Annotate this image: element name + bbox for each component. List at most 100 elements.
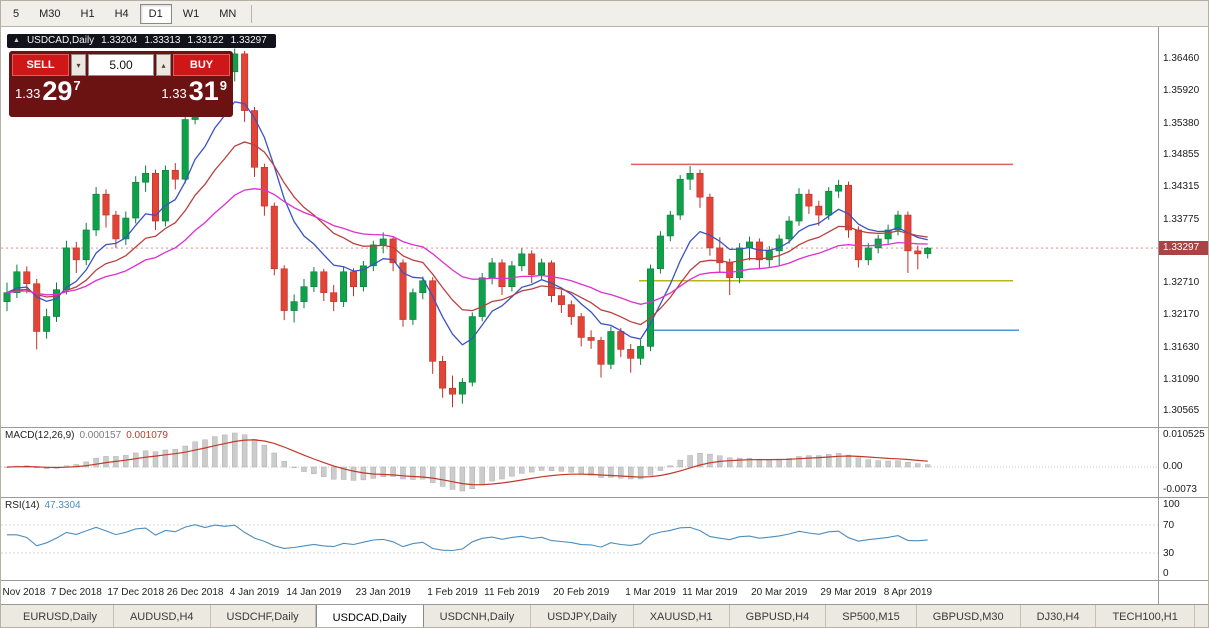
timeframe-button-m30[interactable]: M30 bbox=[39, 7, 61, 20]
volume-decrease-button[interactable]: ▾ bbox=[71, 54, 86, 76]
date-axis-label: 14 Jan 2019 bbox=[286, 587, 342, 598]
candle bbox=[815, 205, 823, 216]
candle bbox=[152, 172, 160, 222]
chart-tab-eurusd-daily[interactable]: EURUSD,Daily bbox=[7, 605, 114, 627]
macd-indicator-canvas[interactable] bbox=[1, 427, 1158, 497]
candle bbox=[142, 172, 150, 183]
date-axis-label: 26 Dec 2018 bbox=[166, 587, 224, 598]
candle bbox=[567, 304, 575, 317]
macd-histogram-bar bbox=[776, 459, 782, 468]
sell-price-fraction: 7 bbox=[73, 78, 81, 93]
candle bbox=[62, 247, 70, 290]
macd-histogram-bar bbox=[222, 434, 228, 468]
candle bbox=[894, 214, 902, 231]
macd-pane-separator[interactable] bbox=[1, 427, 1208, 428]
candle bbox=[132, 181, 140, 219]
candle bbox=[884, 229, 892, 240]
fast-ma-line[interactable] bbox=[6, 101, 928, 346]
timeframe-button-5[interactable]: 5 bbox=[13, 7, 20, 20]
macd-histogram-bar bbox=[529, 466, 535, 473]
rsi-pane-separator[interactable] bbox=[1, 497, 1208, 498]
macd-histogram-bar bbox=[875, 460, 881, 468]
timeframe-button-h4[interactable]: H4 bbox=[114, 7, 129, 20]
candle bbox=[835, 184, 843, 192]
candle bbox=[43, 316, 51, 332]
chart-tab-usdjpy-daily[interactable]: USDJPY,Daily bbox=[531, 605, 634, 627]
macd-histogram-bar bbox=[647, 466, 654, 476]
candle bbox=[666, 214, 674, 237]
open-value: 1.33204 bbox=[101, 35, 138, 46]
macd-histogram-bar bbox=[558, 466, 565, 472]
chart-tab-usdchf-daily[interactable]: USDCHF,Daily bbox=[211, 605, 316, 627]
rsi-scale-30: 30 bbox=[1163, 548, 1175, 559]
chart-tab-bar: EURUSD,Daily AUDUSD,H4 USDCHF,Daily USDCAD,… bbox=[1, 604, 1208, 627]
macd-histogram-bar bbox=[796, 456, 802, 468]
macd-histogram-bar bbox=[766, 459, 772, 468]
macd-histogram-bar bbox=[578, 466, 584, 475]
volume-input[interactable] bbox=[88, 54, 154, 76]
date-axis-label: 1 Mar 2019 bbox=[625, 587, 676, 598]
price-scale-label: 1.34315 bbox=[1163, 181, 1200, 192]
macd-histogram-bar bbox=[291, 466, 297, 468]
macd-histogram-bar bbox=[103, 456, 109, 468]
candle bbox=[914, 250, 922, 255]
candle bbox=[340, 271, 348, 302]
chart-tab-sp500-m15[interactable]: SP500,M15 bbox=[826, 605, 917, 627]
price-scale[interactable]: 1.33297 0.010525 0.00 -0.0073 100 70 30 … bbox=[1158, 27, 1208, 604]
candle bbox=[557, 295, 565, 305]
chart-tab-uko[interactable]: UKO bbox=[1195, 605, 1208, 627]
timeframe-button-w1[interactable]: W1 bbox=[182, 7, 200, 20]
macd-histogram-bar bbox=[340, 466, 347, 480]
candle bbox=[112, 214, 120, 240]
timeframe-button-mn[interactable]: MN bbox=[219, 7, 237, 20]
candle bbox=[161, 169, 169, 222]
chart-tab-dj30-h4[interactable]: DJ30,H4 bbox=[1021, 605, 1097, 627]
date-axis-label: 1 Feb 2019 bbox=[427, 587, 478, 598]
buy-price-display[interactable]: 1.33 31 9 bbox=[161, 78, 227, 105]
close-value: 1.33297 bbox=[230, 35, 267, 46]
chart-tab-tech100-h1[interactable]: TECH100,H1 bbox=[1096, 605, 1195, 627]
sell-button[interactable]: SELL bbox=[12, 54, 69, 76]
macd-histogram-bar bbox=[598, 466, 604, 478]
chart-tab-usdcad-daily[interactable]: USDCAD,Daily bbox=[315, 605, 424, 627]
chart-tab-audusd-h4[interactable]: AUDUSD,H4 bbox=[114, 605, 211, 627]
candle bbox=[538, 262, 546, 276]
candle bbox=[171, 169, 179, 180]
rsi-scale-70: 70 bbox=[1163, 520, 1175, 531]
chevron-up-icon: ▴ bbox=[161, 60, 166, 70]
volume-increase-button[interactable]: ▴ bbox=[156, 54, 171, 76]
sell-price-display[interactable]: 1.33 29 7 bbox=[15, 78, 81, 105]
macd-histogram-bar bbox=[687, 455, 693, 468]
price-scale-label: 1.32710 bbox=[1163, 277, 1200, 288]
slow-ma-line[interactable] bbox=[6, 188, 928, 305]
macd-histogram-bar bbox=[479, 466, 485, 486]
candle bbox=[706, 196, 714, 249]
macd-histogram-bar bbox=[202, 439, 208, 468]
chart-symbol-label: USDCAD,Daily bbox=[26, 35, 95, 46]
date-axis-label: 29 Mar 2019 bbox=[820, 587, 877, 598]
timeframe-button-d1[interactable]: D1 bbox=[139, 3, 172, 24]
price-scale-label: 1.32170 bbox=[1163, 309, 1200, 320]
candle bbox=[399, 262, 407, 320]
macd-histogram-bar bbox=[231, 432, 238, 468]
price-scale-label: 1.31630 bbox=[1163, 342, 1200, 353]
candle bbox=[686, 172, 694, 180]
rsi-indicator-canvas[interactable] bbox=[1, 497, 1158, 580]
collapse-arrow-icon[interactable]: ▲ bbox=[13, 37, 20, 44]
chart-tab-usdcnh-daily[interactable]: USDCNH,Daily bbox=[424, 605, 532, 627]
chart-tab-xauusd-h1[interactable]: XAUUSD,H1 bbox=[634, 605, 730, 627]
timeframe-button-h1[interactable]: H1 bbox=[80, 7, 95, 20]
chart-tab-gbpusd-h4[interactable]: GBPUSD,H4 bbox=[730, 605, 827, 627]
macd-histogram-bar bbox=[390, 466, 396, 477]
macd-histogram-bar bbox=[806, 455, 812, 468]
macd-histogram-bar bbox=[519, 466, 525, 474]
medium-ma-line[interactable] bbox=[6, 141, 928, 326]
macd-label: MACD(12,26,9) 0.000157 0.001079 bbox=[5, 430, 168, 441]
candle bbox=[617, 331, 625, 350]
chart-tab-gbpusd-m30[interactable]: GBPUSD,M30 bbox=[917, 605, 1021, 627]
date-axis-label: 11 Mar 2019 bbox=[682, 587, 738, 598]
buy-button[interactable]: BUY bbox=[173, 54, 230, 76]
macd-histogram-bar bbox=[905, 462, 911, 468]
candle bbox=[864, 247, 872, 261]
